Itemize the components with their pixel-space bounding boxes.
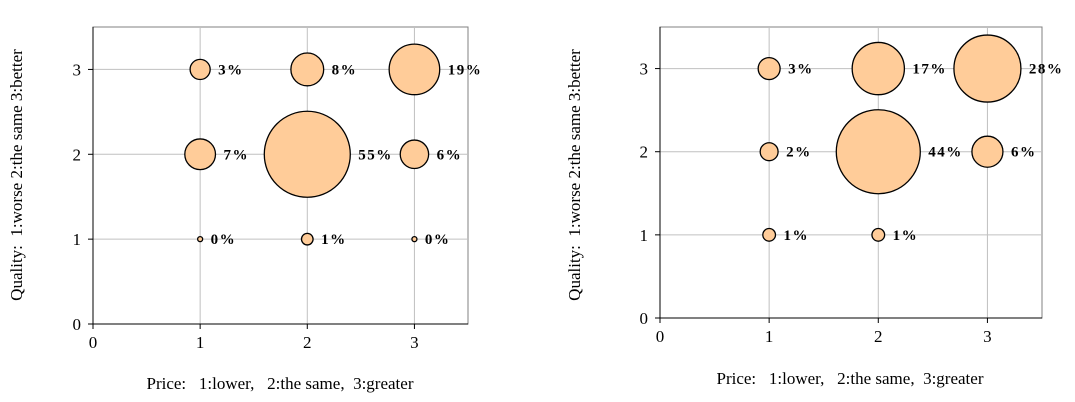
bubble-data-label: 7% bbox=[223, 147, 249, 163]
x-tick-label: 3 bbox=[410, 333, 419, 352]
x-axis-label: Price: 1:lower, 2:the same, 3:greater bbox=[147, 374, 414, 393]
x-tick-label: 1 bbox=[196, 333, 205, 352]
y-tick-label: 0 bbox=[73, 315, 82, 334]
y-axis-label: Quality: 1:worse 2:the same 3:better bbox=[565, 49, 584, 301]
bubble-data-label: 1% bbox=[783, 228, 809, 244]
x-tick-label: 1 bbox=[765, 327, 774, 346]
bubble bbox=[411, 235, 418, 243]
bubble bbox=[871, 227, 886, 242]
x-tick-label: 0 bbox=[89, 333, 98, 352]
bubble bbox=[196, 235, 204, 243]
y-tick-label: 2 bbox=[640, 143, 649, 162]
y-tick-label: 2 bbox=[73, 145, 82, 164]
x-tick-label: 0 bbox=[656, 327, 665, 346]
bubble-data-label: 3% bbox=[788, 62, 814, 78]
bubble bbox=[290, 52, 325, 87]
bubble-chart-left: 0 1 2 3 0 1 2 3 Price: 1:lower, 2:the same, 3:gr… bbox=[7, 26, 483, 393]
bubble-data-label: 0% bbox=[211, 232, 237, 248]
y-tick-label: 0 bbox=[640, 309, 649, 328]
bubble-data-label: 17% bbox=[912, 62, 947, 78]
bubble bbox=[300, 232, 314, 246]
bubble-data-label: 19% bbox=[448, 62, 483, 78]
bubble-data-label: 0% bbox=[425, 232, 451, 248]
bubble bbox=[851, 41, 906, 96]
bubble-data-label: 2% bbox=[786, 145, 812, 161]
y-axis-label: Quality: 1:worse 2:the same 3:better bbox=[7, 49, 26, 301]
y-tick-label: 1 bbox=[73, 230, 82, 249]
y-tick-label: 3 bbox=[640, 60, 649, 79]
bubble-data-label: 1% bbox=[321, 232, 347, 248]
bubble bbox=[762, 227, 777, 242]
bubble-data-label: 1% bbox=[893, 228, 919, 244]
bubble-data-label: 28% bbox=[1029, 62, 1064, 78]
bubble bbox=[189, 58, 211, 81]
y-tick-label: 3 bbox=[73, 60, 82, 79]
bubble bbox=[953, 34, 1022, 103]
bubble-data-label: 55% bbox=[358, 147, 393, 163]
bubble bbox=[263, 110, 351, 198]
bubble bbox=[399, 139, 430, 170]
bubble bbox=[388, 43, 441, 96]
x-tick-label: 2 bbox=[303, 333, 312, 352]
x-axis-label: Price: 1:lower, 2:the same, 3:greater bbox=[717, 369, 984, 388]
bubble-data-label: 6% bbox=[437, 147, 463, 163]
bubble bbox=[184, 138, 217, 171]
bubble-data-label: 6% bbox=[1011, 145, 1037, 161]
bubble-data-label: 3% bbox=[218, 62, 244, 78]
bubble-chart-right: 0 1 2 3 0 1 2 3 Price: 1:lower, 2:the same, 3:gr… bbox=[565, 26, 1064, 388]
bubble bbox=[835, 109, 921, 195]
bubble bbox=[757, 56, 781, 81]
bubble-data-label: 8% bbox=[332, 62, 358, 78]
y-tick-label: 1 bbox=[640, 226, 649, 245]
x-tick-label: 2 bbox=[874, 327, 883, 346]
bubble bbox=[971, 135, 1004, 168]
bubble bbox=[759, 142, 779, 162]
x-tick-label: 3 bbox=[983, 327, 992, 346]
bubble-data-label: 44% bbox=[928, 145, 963, 161]
